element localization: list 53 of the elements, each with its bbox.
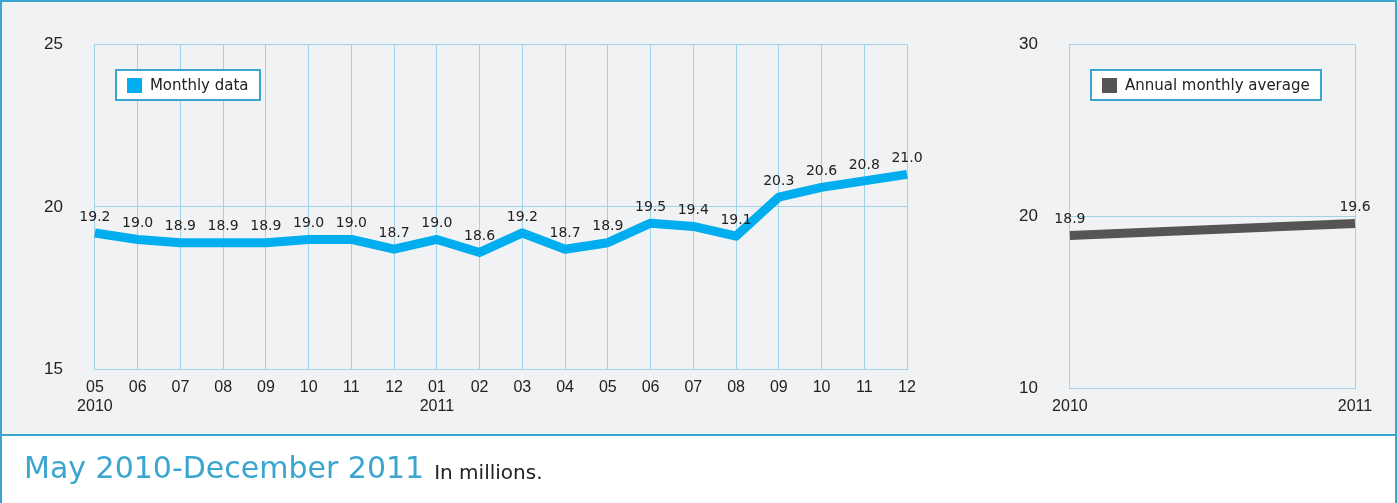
data-label: 20.8 <box>848 155 880 172</box>
data-label: 19.2 <box>79 207 111 224</box>
legend-label: Monthly data <box>149 76 249 95</box>
y-tick-label: 20 <box>43 196 63 216</box>
x-tick-label: 06 <box>641 377 660 395</box>
x-tick-label: 10 <box>299 377 318 395</box>
data-label: 19.1 <box>720 210 752 227</box>
x-tick-label: 05 2010 <box>77 377 113 414</box>
text: In millions. <box>434 460 543 484</box>
x-tick-label: 05 <box>598 377 617 395</box>
x-tick-label: 08 <box>214 377 233 395</box>
x-tick-label: 02 <box>470 377 489 395</box>
x-tick-label: 12 <box>898 377 916 395</box>
y-tick-label: 30 <box>1018 33 1038 53</box>
x-tick-label: 09 <box>256 377 275 395</box>
data-label: 18.9 <box>250 217 282 234</box>
data-label: 18.9 <box>164 217 196 234</box>
data-label: 18.9 <box>1054 210 1086 227</box>
x-tick-label: 2011 <box>1337 396 1373 414</box>
data-label: 18.6 <box>464 227 496 244</box>
x-tick-label: 11 <box>855 377 873 395</box>
data-label: 19.0 <box>335 214 367 231</box>
x-tick-label: 09 <box>769 377 788 395</box>
x-tick-label: 07 <box>171 377 190 395</box>
data-label: 20.6 <box>805 162 838 179</box>
data-label: 18.7 <box>378 223 410 240</box>
data-label: 19.6 <box>1339 198 1371 215</box>
x-tick-label: 11 <box>343 377 360 395</box>
text: May 2010-December 2011 <box>24 450 425 485</box>
y-tick-label: 20 <box>1018 206 1038 226</box>
data-label: 20.3 <box>763 171 795 188</box>
x-tick-label: 03 <box>513 377 532 395</box>
x-tick-label: 06 <box>128 377 147 395</box>
x-tick-label: 04 <box>556 377 575 395</box>
data-label: 19.0 <box>122 214 154 231</box>
y-tick-label: 15 <box>43 359 63 379</box>
data-label: 19.0 <box>293 214 325 231</box>
x-tick-label: 07 <box>684 377 703 395</box>
data-label: 18.7 <box>549 223 581 240</box>
data-label: 19.2 <box>506 207 538 224</box>
y-tick-label: 25 <box>43 33 63 53</box>
data-label: 18.9 <box>592 217 624 234</box>
x-tick-label: 08 <box>727 377 746 395</box>
data-label: 19.0 <box>421 214 453 231</box>
data-label: 21.0 <box>891 149 923 165</box>
x-tick-label: 01 2011 <box>419 377 455 414</box>
x-tick-label: 2010 <box>1052 396 1088 414</box>
x-tick-label: 10 <box>812 377 831 395</box>
data-label: 19.4 <box>677 201 709 218</box>
legend-label: Annual monthly average <box>1124 76 1310 95</box>
data-label: 18.9 <box>207 217 239 234</box>
data-label: 19.5 <box>634 197 667 214</box>
x-tick-label: 12 <box>385 377 404 395</box>
